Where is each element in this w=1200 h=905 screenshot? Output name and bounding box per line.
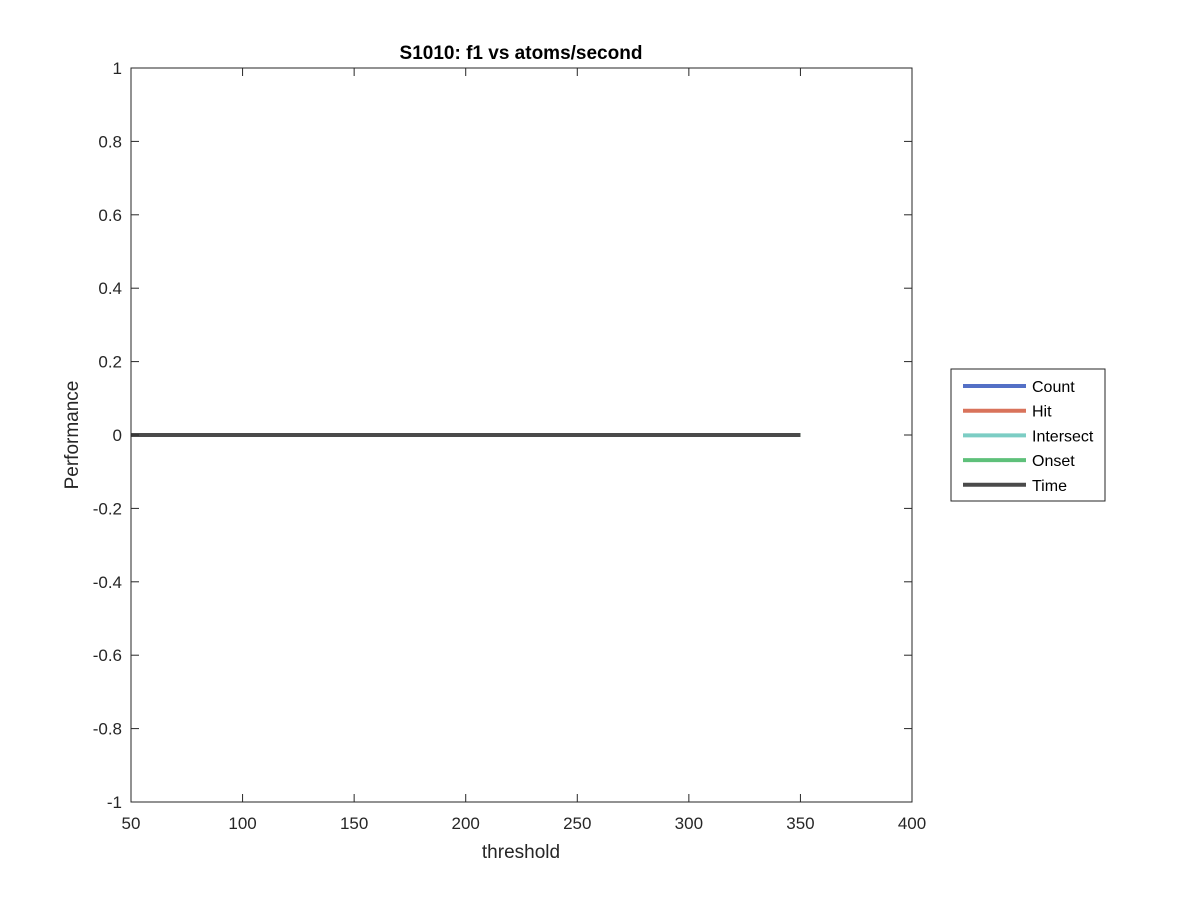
y-axis-label: Performance <box>62 381 83 490</box>
y-tick-label: -0.6 <box>93 646 122 665</box>
legend-label-intersect: Intersect <box>1032 428 1094 445</box>
y-tick-label: 0 <box>113 426 122 445</box>
y-tick-label: 0.4 <box>98 279 122 298</box>
y-tick-label: -0.2 <box>93 499 122 518</box>
legend-label-onset: Onset <box>1032 453 1075 470</box>
y-tick-label: 0.2 <box>98 353 122 372</box>
y-axis: -1 -0.8 -0.6 -0.4 -0.2 0 0.2 0.4 0.6 0.8 1 <box>93 59 912 812</box>
x-tick-label: 250 <box>563 814 591 833</box>
x-tick-label: 400 <box>898 814 926 833</box>
x-axis: 50 100 150 200 250 300 350 400 <box>122 68 926 833</box>
y-tick-label: 0.6 <box>98 206 122 225</box>
x-tick-label: 100 <box>228 814 256 833</box>
y-tick-label: -1 <box>107 793 122 812</box>
legend: Count Hit Intersect Onset Time <box>950 368 1106 502</box>
legend-label-time: Time <box>1032 478 1067 495</box>
x-tick-label: 150 <box>340 814 368 833</box>
legend-label-count: Count <box>1032 379 1075 396</box>
y-tick-label: -0.8 <box>93 720 122 739</box>
x-tick-label: 350 <box>786 814 814 833</box>
x-tick-label: 50 <box>122 814 141 833</box>
x-tick-label: 300 <box>675 814 703 833</box>
y-tick-label: 1 <box>113 59 122 78</box>
chart-title: S1010: f1 vs atoms/second <box>400 43 643 64</box>
x-axis-label: threshold <box>482 842 560 863</box>
legend-label-hit: Hit <box>1032 404 1052 421</box>
y-tick-label: -0.4 <box>93 573 122 592</box>
x-tick-label: 200 <box>452 814 480 833</box>
y-tick-label: 0.8 <box>98 132 122 151</box>
legend-items: Count Hit Intersect Onset Time <box>963 379 1094 495</box>
